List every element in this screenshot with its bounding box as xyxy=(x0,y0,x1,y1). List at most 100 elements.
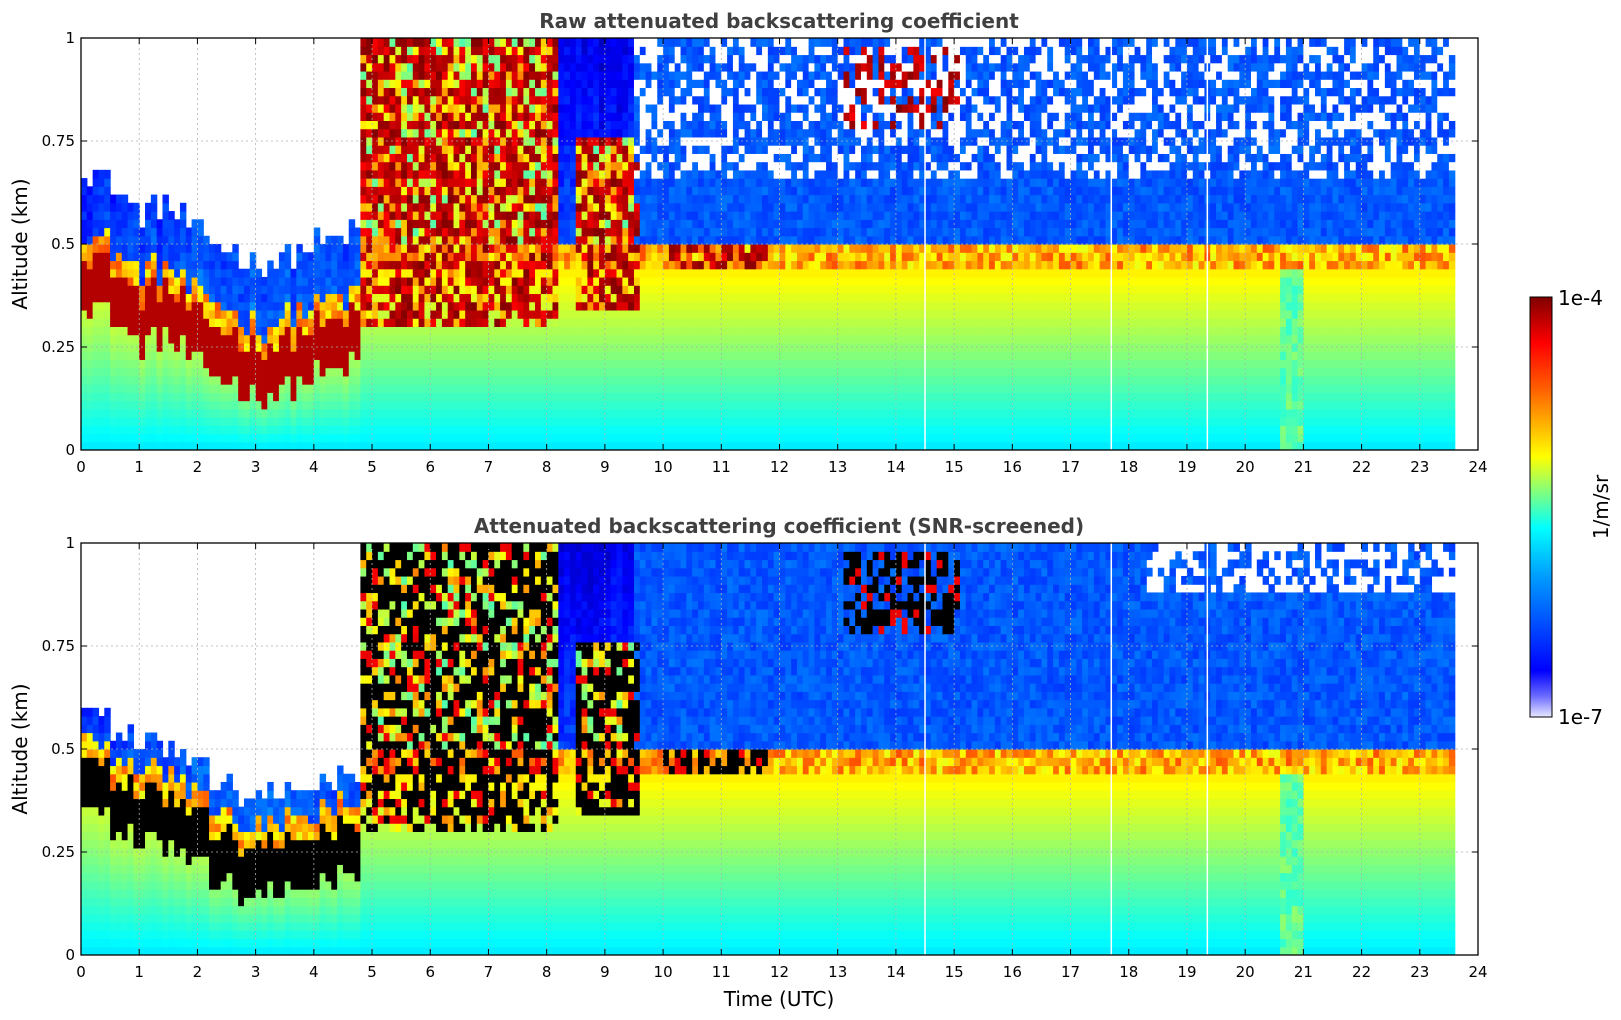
heatmap-cell xyxy=(267,268,274,278)
heatmap-cell xyxy=(482,384,490,393)
heatmap-cell xyxy=(657,145,664,154)
heatmap-cell xyxy=(348,301,356,311)
heatmap-cell xyxy=(110,367,117,377)
heatmap-cell xyxy=(750,62,757,72)
heatmap-cell xyxy=(558,408,565,418)
heatmap-cell xyxy=(703,95,711,105)
heatmap-cell xyxy=(668,384,676,393)
heatmap-cell xyxy=(482,326,490,336)
heatmap-cell xyxy=(197,260,204,270)
heatmap-cell xyxy=(762,425,769,435)
heatmap-cell xyxy=(470,194,478,204)
heatmap-cell xyxy=(744,293,751,303)
heatmap-cell xyxy=(214,392,222,402)
heatmap-cell xyxy=(127,408,134,418)
heatmap-cell xyxy=(668,235,676,245)
heatmap-cell xyxy=(633,103,641,113)
heatmap-cell xyxy=(406,268,414,278)
heatmap-cell xyxy=(686,301,693,311)
heatmap-cell xyxy=(523,153,530,163)
heatmap-cell xyxy=(174,425,181,435)
heatmap-cell xyxy=(238,276,245,286)
heatmap-cell xyxy=(459,384,466,393)
heatmap-cell xyxy=(727,46,734,56)
heatmap-cell xyxy=(447,186,455,196)
heatmap-cell xyxy=(302,400,309,410)
heatmap-cell xyxy=(162,227,169,237)
heatmap-cell xyxy=(395,342,402,352)
heatmap-cell xyxy=(500,334,507,344)
heatmap-cell xyxy=(517,351,524,360)
heatmap-cell xyxy=(284,260,292,270)
heatmap-cell xyxy=(273,392,280,402)
heatmap-cell xyxy=(372,417,379,426)
heatmap-cell xyxy=(232,384,239,393)
heatmap-cell xyxy=(727,202,734,212)
heatmap-cell xyxy=(639,252,647,262)
heatmap-cell xyxy=(86,244,94,253)
heatmap-cell xyxy=(727,268,734,278)
heatmap-cell xyxy=(674,367,682,377)
heatmap-cell xyxy=(552,441,559,450)
heatmap-cell xyxy=(348,400,356,410)
heatmap-cell xyxy=(226,384,233,393)
heatmap-cell xyxy=(249,441,257,450)
heatmap-cell xyxy=(744,260,751,270)
heatmap-cell xyxy=(104,244,111,253)
heatmap-cell xyxy=(459,252,466,262)
heatmap-cell xyxy=(267,400,274,410)
heatmap-cell xyxy=(156,219,164,229)
heatmap-cell xyxy=(663,400,670,410)
heatmap-cell xyxy=(517,276,524,286)
heatmap-cell xyxy=(767,359,775,369)
heatmap-cell xyxy=(179,309,187,319)
heatmap-cell xyxy=(453,153,460,163)
heatmap-cell xyxy=(663,384,670,393)
heatmap-cell xyxy=(139,367,146,377)
heatmap-cell xyxy=(494,309,501,319)
heatmap-cell xyxy=(342,309,350,319)
heatmap-cell xyxy=(663,103,670,113)
heatmap-cell xyxy=(604,178,612,187)
heatmap-cell xyxy=(756,252,763,262)
heatmap-cell xyxy=(738,70,746,80)
heatmap-cell xyxy=(261,425,268,435)
heatmap-cell xyxy=(406,309,414,319)
heatmap-cell xyxy=(750,326,757,336)
heatmap-cell xyxy=(732,79,740,89)
heatmap-cell xyxy=(313,425,321,435)
heatmap-cell xyxy=(657,309,664,319)
heatmap-cell xyxy=(482,367,490,377)
heatmap-cell xyxy=(476,95,484,105)
heatmap-cell xyxy=(255,392,263,402)
heatmap-cell xyxy=(663,202,670,212)
heatmap-cell xyxy=(453,202,460,212)
heatmap-cell xyxy=(569,46,577,56)
heatmap-cell xyxy=(505,194,513,204)
heatmap-cell xyxy=(150,235,158,245)
heatmap-cell xyxy=(412,309,420,319)
heatmap-cell xyxy=(715,244,722,253)
heatmap-cell xyxy=(703,367,711,377)
heatmap-cell xyxy=(657,186,664,196)
heatmap-cell xyxy=(581,62,589,72)
heatmap-cell xyxy=(249,326,257,336)
heatmap-cell xyxy=(686,359,693,369)
heatmap-cell xyxy=(447,145,455,154)
heatmap-cell xyxy=(81,211,88,220)
heatmap-cell xyxy=(645,103,653,113)
panel-raw: Raw attenuated backscattering coefficien… xyxy=(8,9,1488,476)
heatmap-cell xyxy=(657,54,664,64)
heatmap-cell xyxy=(488,260,495,270)
heatmap-cell xyxy=(593,79,600,89)
heatmap-cell xyxy=(639,359,647,369)
heatmap-cell xyxy=(453,359,460,369)
heatmap-cell xyxy=(785,375,792,385)
heatmap-cell xyxy=(785,227,792,237)
heatmap-cell xyxy=(418,252,426,262)
heatmap-cell xyxy=(436,136,443,146)
heatmap-cell xyxy=(430,408,437,418)
heatmap-cell xyxy=(441,219,449,229)
heatmap-cell xyxy=(738,326,746,336)
heatmap-cell xyxy=(197,235,204,245)
